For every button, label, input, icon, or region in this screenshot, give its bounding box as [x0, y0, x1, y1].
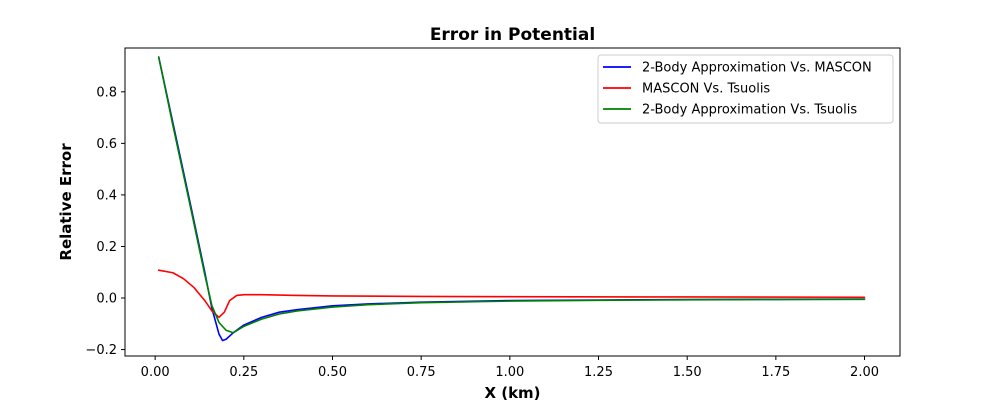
legend: 2-Body Approximation Vs. MASCON MASCON Vs… — [597, 54, 894, 124]
series-layer — [157, 56, 866, 342]
legend-box — [597, 54, 894, 124]
x-tick-label: 0.50 — [318, 365, 347, 380]
legend-label-1: 2-Body Approximation Vs. MASCON — [642, 61, 872, 76]
x-tick-label: 0.00 — [141, 365, 170, 380]
y-axis-label: Relative Error — [57, 143, 75, 261]
chart-title: Error in Potential — [430, 25, 595, 45]
legend-label-2: MASCON Vs. Tsuolis — [642, 82, 770, 97]
y-tick-label: 0.0 — [96, 292, 117, 307]
legend-label-3: 2-Body Approximation Vs. Tsuolis — [642, 103, 857, 118]
x-tick-label: 0.75 — [407, 365, 436, 380]
x-axis-label: X (km) — [484, 384, 540, 400]
y-tick-label: 0.8 — [96, 85, 117, 100]
y-tick-label: 0.6 — [96, 137, 117, 152]
x-tick-label: 1.50 — [673, 365, 702, 380]
x-tick-label: 1.75 — [761, 365, 790, 380]
series-line-2 — [157, 269, 866, 319]
x-tick-label: 1.00 — [495, 365, 524, 380]
y-tick-label: 0.4 — [96, 188, 117, 203]
x-tick-label: 0.25 — [229, 365, 258, 380]
y-tick-label: 0.2 — [96, 240, 117, 255]
axes-layer: 0.00 0.25 0.50 0.75 1.00 1.25 1.50 1.75 2.00 −0.2… — [85, 47, 901, 380]
x-tick-label: 2.00 — [850, 365, 879, 380]
y-tick-label: −0.2 — [85, 343, 117, 358]
plot-frame — [124, 47, 901, 357]
series-line-3 — [157, 56, 866, 334]
x-tick-label: 1.25 — [584, 365, 613, 380]
